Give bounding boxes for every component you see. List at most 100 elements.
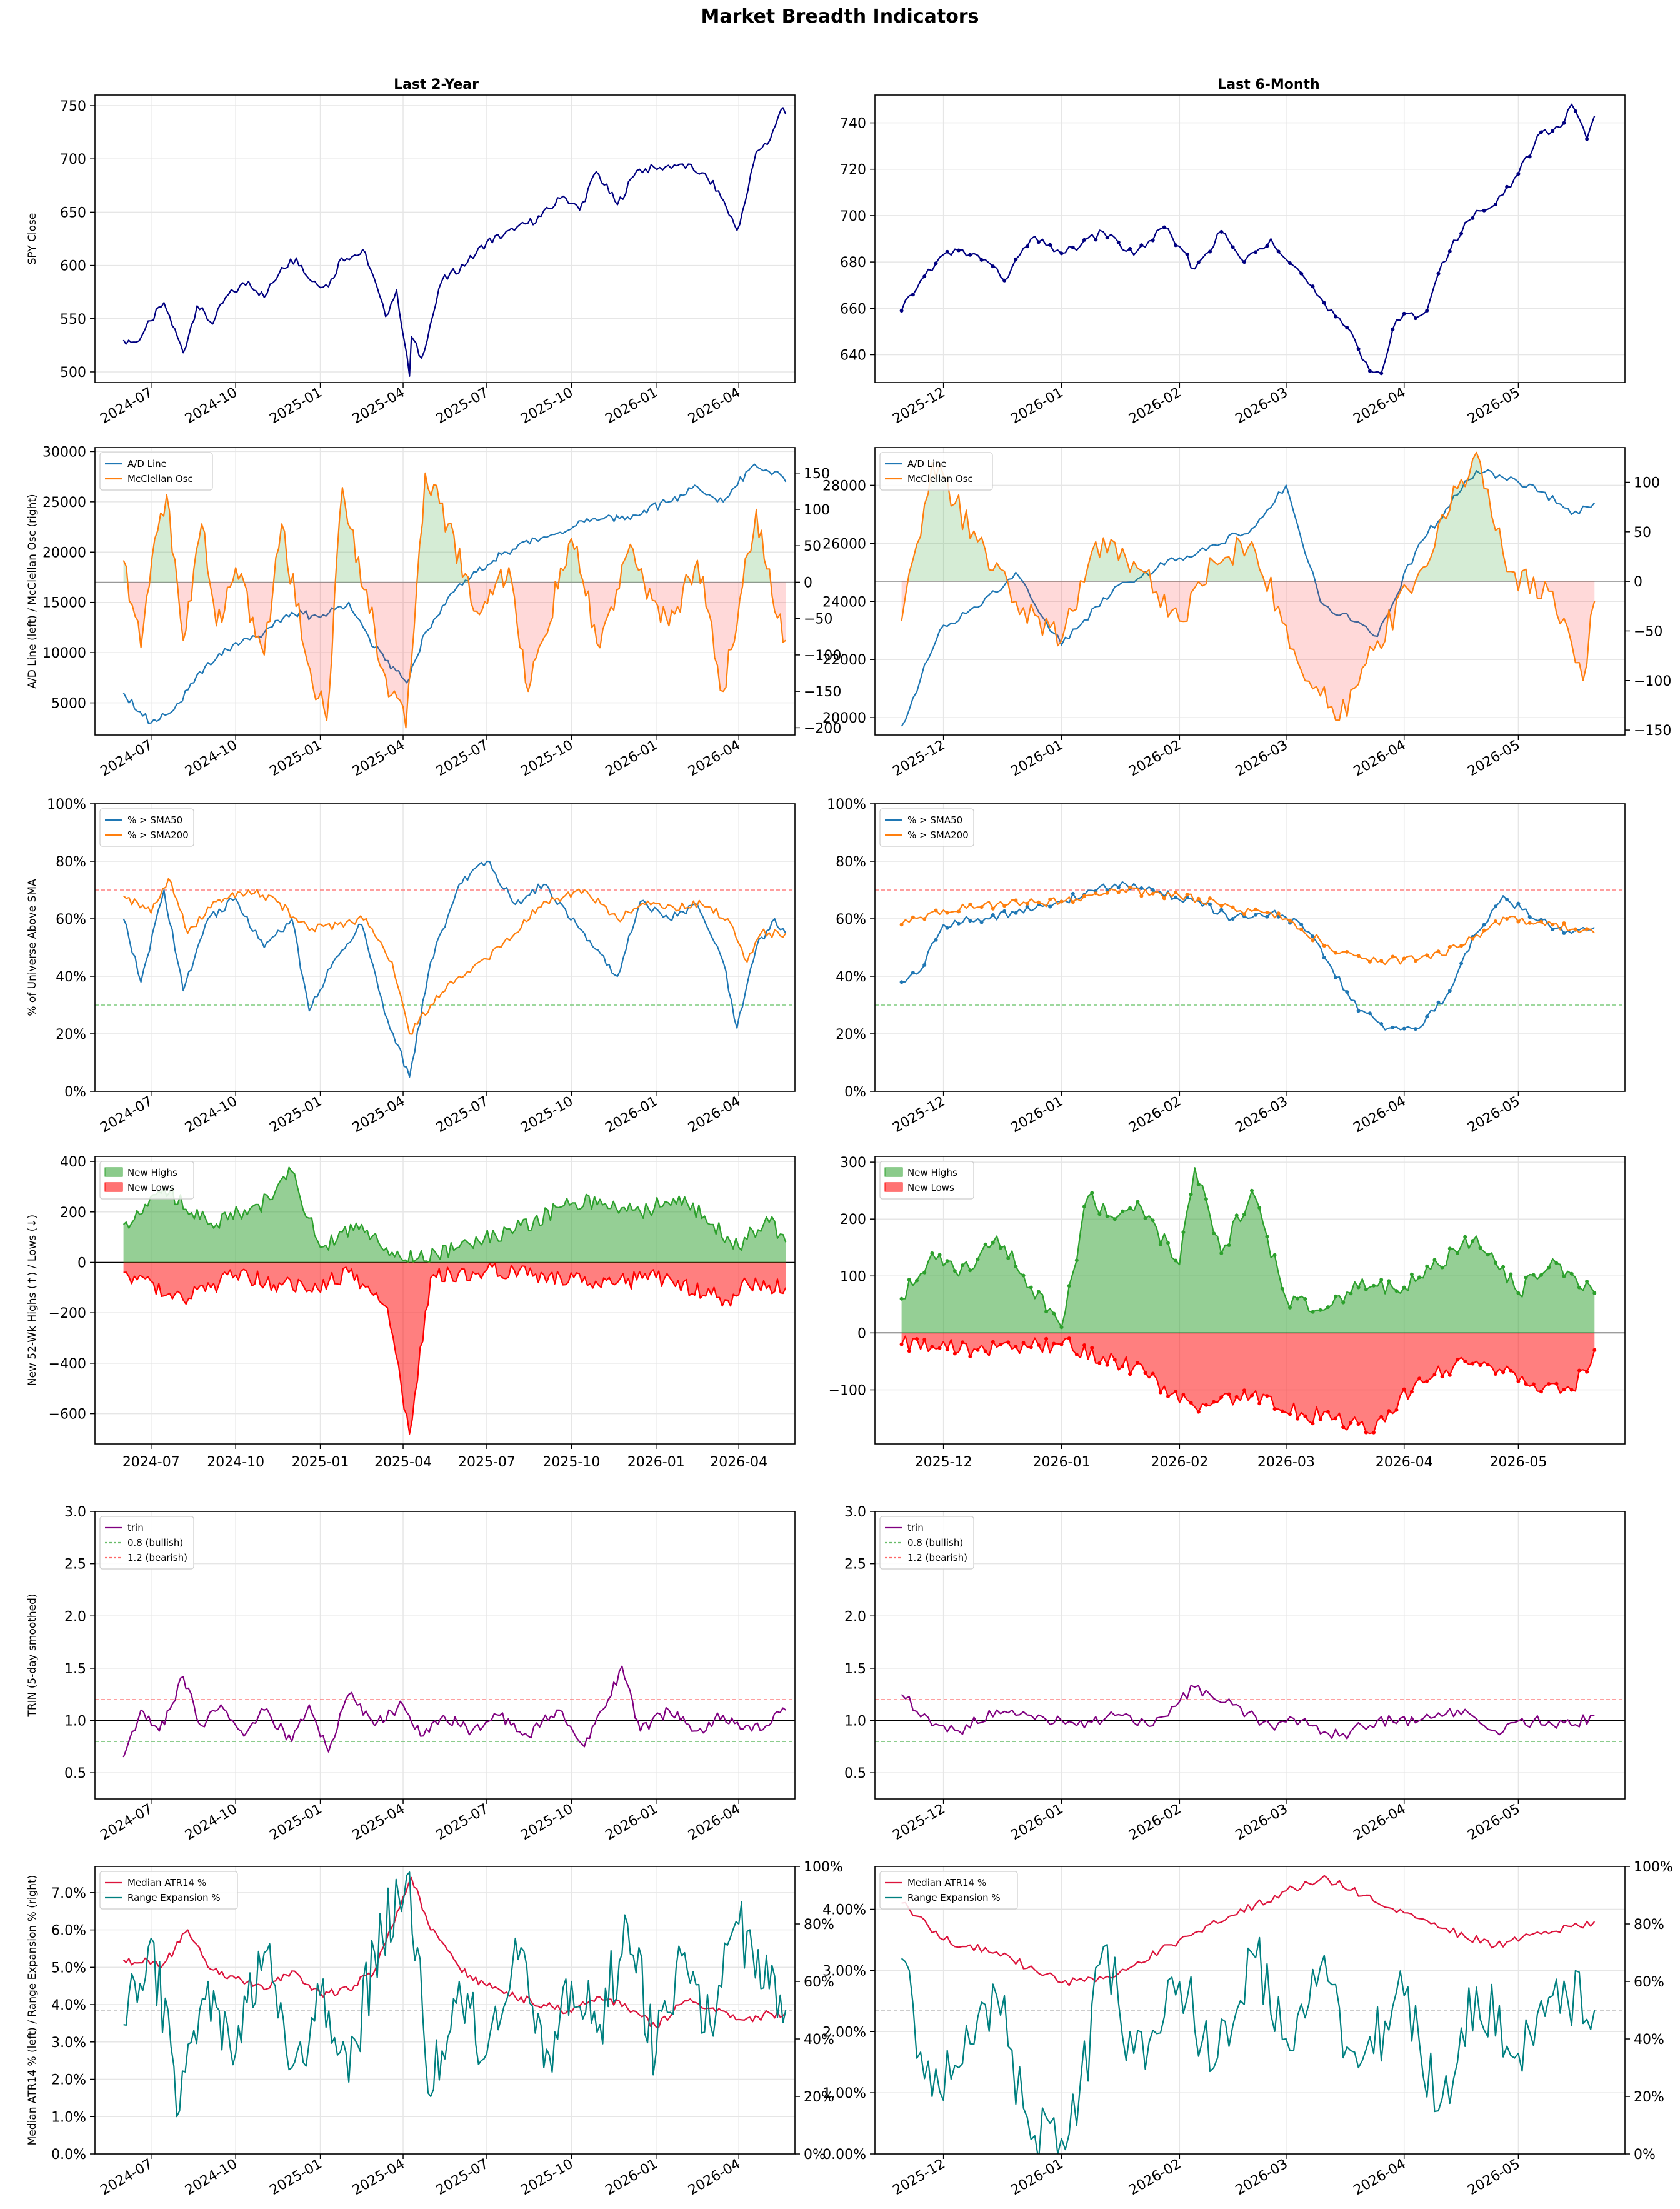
legend-label: 1.2 (bearish) <box>128 1552 188 1563</box>
data-point <box>979 258 984 262</box>
y-tick-label: 500 <box>60 365 86 381</box>
data-point <box>1116 890 1121 894</box>
data-point <box>1318 1417 1322 1421</box>
y-tick-label: 20% <box>56 1027 86 1043</box>
data-point <box>1208 249 1212 254</box>
data-point <box>1345 326 1349 330</box>
legend-swatch <box>104 1167 123 1177</box>
y-right-tick-label: −50 <box>1634 624 1662 639</box>
data-point <box>1539 1273 1543 1277</box>
y-tick-label: 3.00% <box>822 1963 866 1979</box>
data-point <box>1554 1381 1559 1386</box>
data-point <box>968 253 972 257</box>
data-point <box>1509 1272 1513 1276</box>
data-point <box>1539 1390 1543 1394</box>
data-point <box>1391 327 1395 331</box>
x-tick-label: 2026-04 <box>710 1455 768 1470</box>
data-point <box>907 1278 911 1282</box>
data-point <box>1059 1342 1064 1346</box>
legend-label: % > SMA50 <box>908 814 962 826</box>
data-point <box>1219 908 1224 912</box>
data-point <box>1067 1336 1071 1341</box>
data-point <box>915 1337 919 1341</box>
data-point <box>1368 1011 1372 1016</box>
data-point <box>1174 890 1178 894</box>
y-tick-label: −600 <box>49 1407 86 1423</box>
data-point <box>1387 1409 1391 1413</box>
legend-label: trin <box>908 1522 924 1533</box>
data-point <box>1105 1214 1109 1218</box>
data-point <box>1185 893 1189 897</box>
data-point <box>1547 1265 1551 1270</box>
y-tick-label: 0% <box>844 1084 866 1100</box>
data-point <box>1436 271 1441 276</box>
data-point <box>1448 1373 1452 1377</box>
series-line-new-lows <box>123 1262 787 1435</box>
data-point <box>1432 1373 1437 1377</box>
data-point <box>1082 894 1086 898</box>
data-point <box>1311 1421 1315 1426</box>
y-tick-label: 1.5 <box>844 1661 866 1677</box>
chart-panel-highs-lows-6m: −100 0 100 200 300 2025-12 2026-01 2026-02 2026-… <box>829 1155 1626 1470</box>
series-line-sma50 <box>122 860 787 1078</box>
data-point <box>979 905 984 909</box>
column-title-right: Last 6-Month <box>1218 77 1319 93</box>
data-point <box>911 915 915 919</box>
data-point <box>1074 1353 1079 1356</box>
figure-title: Market Breadth Indicators <box>701 6 979 28</box>
data-point <box>1516 172 1521 176</box>
x-tick-label: 2025-07 <box>458 1455 516 1470</box>
data-point <box>1136 1200 1140 1204</box>
y-tick-label: 10000 <box>42 646 86 661</box>
y-tick-label: 5.0% <box>51 1960 86 1976</box>
data-point <box>1139 886 1144 890</box>
data-point <box>1250 1188 1254 1193</box>
y-right-tick-label: 40% <box>1634 2032 1664 2048</box>
data-point <box>899 980 904 984</box>
plot-area <box>875 1167 1625 1435</box>
data-point <box>1478 1363 1482 1367</box>
legend-label: trin <box>128 1522 144 1533</box>
data-point <box>1280 1286 1284 1291</box>
x-tick-label: 2026-01 <box>628 1455 685 1470</box>
data-point <box>1493 904 1498 909</box>
data-point <box>1585 137 1589 141</box>
data-point <box>1364 1430 1368 1435</box>
legend-label: % > SMA200 <box>128 829 189 841</box>
series-line-sma200 <box>901 886 1596 966</box>
data-point <box>1048 897 1052 901</box>
data-point <box>979 920 984 924</box>
data-point <box>961 1340 965 1345</box>
data-point <box>1052 1341 1056 1346</box>
y-tick-label: 22000 <box>822 653 866 668</box>
data-point <box>1288 261 1292 265</box>
data-point <box>1326 1305 1330 1310</box>
series-line-a-d-line <box>901 469 1596 727</box>
y-right-tick-label: −200 <box>804 721 841 736</box>
legend-label: Median ATR14 % <box>128 1877 206 1888</box>
y-right-tick-label: 100% <box>804 1860 843 1875</box>
y-right-tick-label: 0% <box>1634 2147 1656 2163</box>
data-point <box>1082 238 1086 242</box>
data-point <box>1128 1372 1132 1376</box>
data-point <box>1048 243 1052 247</box>
data-point <box>1425 953 1429 958</box>
data-point <box>899 309 904 313</box>
plot-area <box>95 1166 795 1435</box>
data-point <box>1189 1192 1193 1196</box>
data-point <box>1501 1265 1506 1269</box>
legend-label: McClellan Osc <box>128 473 193 484</box>
y-right-tick-label: 20% <box>804 2090 834 2105</box>
legend-swatch <box>104 1182 123 1192</box>
data-point <box>1059 1325 1064 1330</box>
data-point <box>1166 1394 1170 1398</box>
y-tick-label: 40% <box>56 969 86 985</box>
axes-frame <box>94 1156 796 1445</box>
data-point <box>1265 1394 1269 1398</box>
y-tick-label: −200 <box>49 1306 86 1321</box>
plot-area <box>95 860 795 1078</box>
data-point <box>1493 202 1498 206</box>
y-tick-label: 200 <box>840 1212 866 1228</box>
legend: % > SMA50 % > SMA200 <box>99 808 194 847</box>
y-right-tick-label: 150 <box>804 466 830 482</box>
